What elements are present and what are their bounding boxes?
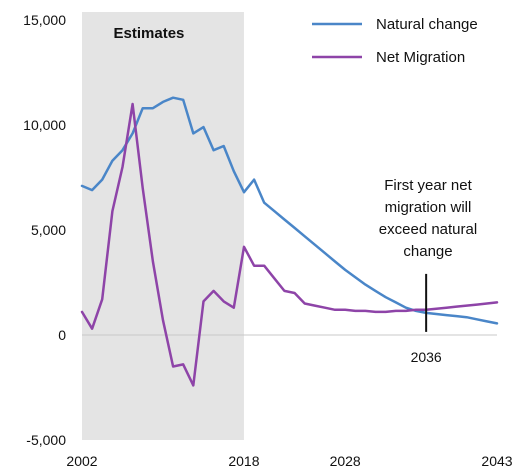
x-tick-label: 2018	[228, 453, 259, 469]
annotation-line: change	[403, 243, 452, 260]
series-line-net-migration	[80, 102, 499, 387]
series-layer	[80, 96, 499, 387]
annotation-line: migration will	[385, 199, 472, 216]
x-tick-label: 2028	[330, 453, 361, 469]
legend-label: Natural change	[376, 16, 478, 33]
crossover-year-label: 2036	[411, 349, 442, 365]
y-tick-label: 10,000	[23, 117, 66, 133]
series-line-natural-change	[80, 96, 499, 325]
estimates-shaded-region	[82, 12, 244, 440]
x-tick-label: 2043	[481, 453, 512, 469]
y-axis-ticks: 15,000 10,000 5,000 0 -5,000	[23, 12, 66, 448]
annotation-line: First year net	[384, 177, 472, 194]
annotation-line: exceed natural	[379, 221, 477, 238]
legend: Natural change Net Migration	[312, 16, 478, 66]
y-tick-label: 15,000	[23, 12, 66, 28]
y-tick-label: -5,000	[26, 432, 66, 448]
x-tick-label: 2002	[66, 453, 97, 469]
legend-label: Net Migration	[376, 49, 465, 66]
y-tick-label: 5,000	[31, 222, 66, 238]
crossover-annotation: First year net migration will exceed natur…	[379, 177, 477, 260]
x-axis-ticks: 2002 2018 2028 2043	[66, 453, 512, 469]
y-tick-label: 0	[58, 327, 66, 343]
estimates-label: Estimates	[114, 25, 185, 42]
